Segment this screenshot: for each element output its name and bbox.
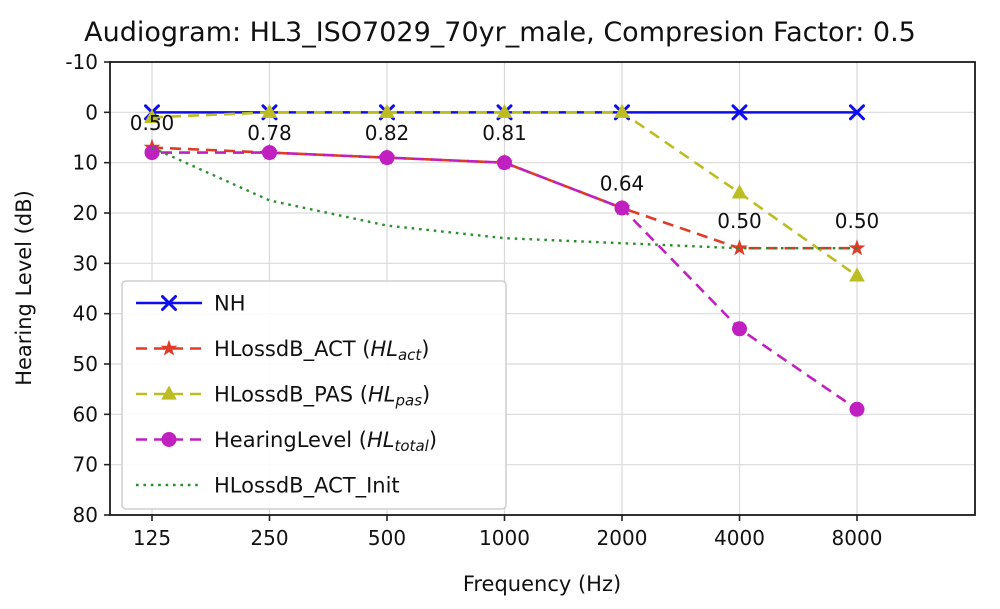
svg-text:-10: -10 bbox=[65, 50, 98, 74]
svg-text:1000: 1000 bbox=[479, 526, 530, 550]
svg-text:0.50: 0.50 bbox=[835, 209, 880, 233]
svg-text:HearingLevel (HLtotal): HearingLevel (HLtotal) bbox=[214, 428, 437, 455]
svg-text:0.64: 0.64 bbox=[600, 171, 645, 195]
svg-text:0.50: 0.50 bbox=[717, 209, 762, 233]
svg-text:0: 0 bbox=[85, 100, 98, 124]
svg-text:40: 40 bbox=[73, 302, 98, 326]
svg-text:HLossdB_PAS (HLpas): HLossdB_PAS (HLpas) bbox=[214, 383, 430, 410]
svg-text:60: 60 bbox=[73, 402, 98, 426]
y-axis-label: Hearing Level (dB) bbox=[12, 190, 36, 386]
svg-text:8000: 8000 bbox=[832, 526, 883, 550]
svg-text:80: 80 bbox=[73, 503, 98, 527]
svg-text:10: 10 bbox=[73, 151, 98, 175]
svg-text:0.78: 0.78 bbox=[247, 121, 292, 145]
svg-text:4000: 4000 bbox=[714, 526, 765, 550]
svg-text:70: 70 bbox=[73, 453, 98, 477]
svg-text:NH: NH bbox=[214, 292, 246, 316]
svg-text:HLossdB_ACT_Init: HLossdB_ACT_Init bbox=[214, 474, 400, 499]
svg-text:0.50: 0.50 bbox=[130, 111, 175, 135]
svg-text:0.81: 0.81 bbox=[482, 121, 527, 145]
svg-text:HLossdB_ACT (HLact): HLossdB_ACT (HLact) bbox=[214, 337, 429, 364]
svg-text:2000: 2000 bbox=[597, 526, 648, 550]
svg-text:250: 250 bbox=[250, 526, 288, 550]
chart-title: Audiogram: HL3_ISO7029_70yr_male, Compre… bbox=[84, 17, 916, 48]
svg-text:20: 20 bbox=[73, 201, 98, 225]
svg-text:500: 500 bbox=[368, 526, 406, 550]
svg-text:0.82: 0.82 bbox=[365, 121, 410, 145]
svg-text:125: 125 bbox=[133, 526, 171, 550]
svg-text:50: 50 bbox=[73, 352, 98, 376]
svg-text:30: 30 bbox=[73, 251, 98, 275]
x-axis-label: Frequency (Hz) bbox=[462, 572, 622, 596]
